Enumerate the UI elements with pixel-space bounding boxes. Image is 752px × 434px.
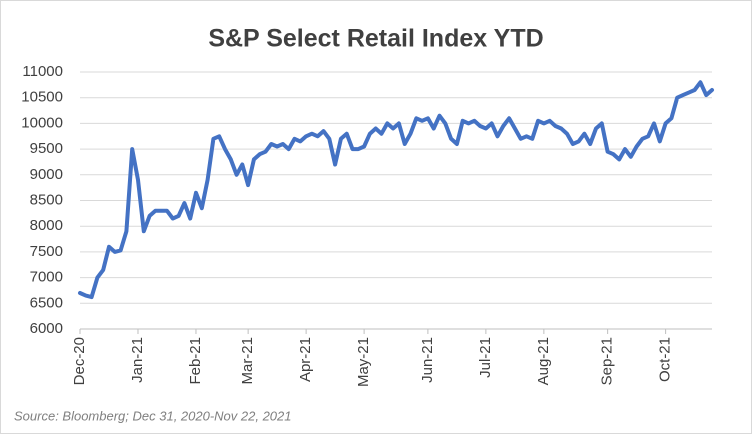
data-line [78,80,714,300]
x-tick-label: Sep-21 [599,337,616,385]
y-tick-label: 10000 [21,114,63,131]
y-tick-label: 6500 [30,294,63,311]
y-tick-label: 10500 [21,89,63,106]
chart-title: S&P Select Retail Index YTD [208,25,543,53]
y-tick-label: 8500 [30,191,63,208]
y-tick-label: 7500 [30,243,63,260]
x-tick-label: Jun-21 [419,337,436,383]
x-tick-label: Apr-21 [297,337,314,382]
x-tick-label: May-21 [355,337,372,387]
y-tick-label: 9500 [30,140,63,157]
x-tick-label: Oct-21 [657,337,674,382]
y-tick-label: 11000 [22,63,63,80]
y-tick-label: 8000 [30,217,63,234]
y-tick-label: 7000 [30,269,63,286]
x-tick-label: Jan-21 [129,337,146,383]
y-tick-label: 6000 [30,320,63,337]
x-tick-label: Aug-21 [535,337,552,385]
x-tick-label: Mar-21 [239,337,256,385]
x-tick-label: Jul-21 [477,337,494,378]
y-tick-label: 9000 [30,166,63,183]
x-tick-label: Feb-21 [187,337,204,385]
x-tick-label: Dec-20 [71,337,88,385]
source-note: Source: Bloomberg; Dec 31, 2020-Nov 22, … [14,408,292,423]
